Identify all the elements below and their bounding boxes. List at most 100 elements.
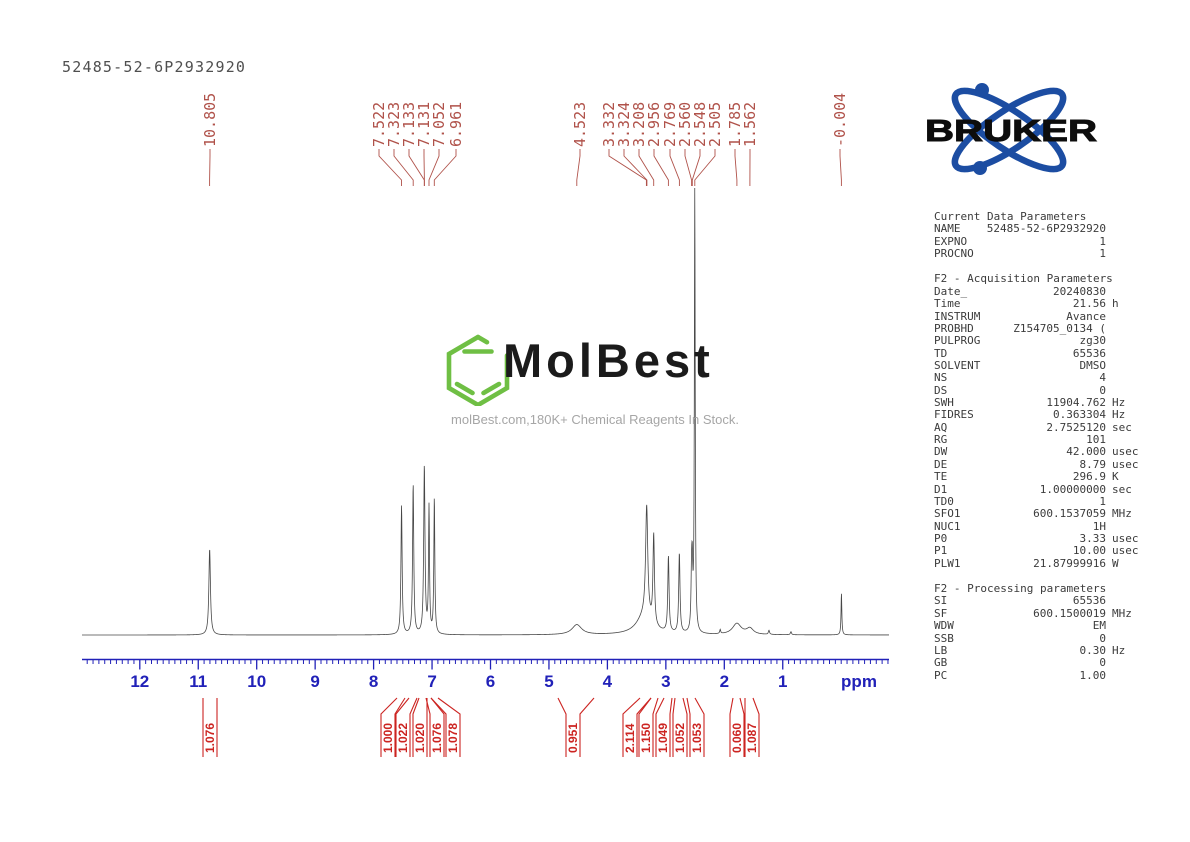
peak-label-connector — [408, 149, 425, 186]
parameter-value: 4 — [1099, 371, 1106, 385]
parameter-key: AQ — [934, 420, 948, 434]
parameter-row: DS 0 — [934, 383, 1152, 397]
parameter-key: DE — [934, 457, 948, 471]
integral-bracket — [686, 697, 691, 757]
parameter-unit — [1106, 223, 1152, 235]
parameter-row: NAME 52485-52-6P2932920 — [934, 222, 1152, 236]
parameter-key: SOLVENT — [934, 358, 981, 372]
watermark: MolBest molBest.com,180K+ Chemical Reage… — [420, 330, 770, 440]
parameter-row: EXPNO 1 — [934, 235, 1152, 248]
integral-bracket — [739, 697, 745, 757]
integral-bracket — [412, 697, 420, 757]
parameter-row: TD 65536 — [934, 346, 1152, 360]
parameter-section: Current Data Parameters NAME 52485-52-6P29… — [934, 210, 1152, 261]
parameter-row: NS 4 — [934, 371, 1152, 385]
bruker-wordmark: BRUKER — [925, 113, 1097, 148]
integral-bracket — [729, 697, 734, 757]
integral-bracket — [652, 697, 659, 757]
peak-label: 6.961 — [447, 102, 465, 147]
peak-label: 7.323 — [385, 102, 403, 147]
parameter-unit: Hz — [1112, 408, 1126, 422]
integral-bracket — [638, 697, 652, 757]
peak-label: 2.560 — [676, 102, 694, 147]
parameter-unit — [1106, 360, 1152, 372]
parameter-key: NAME — [934, 222, 961, 236]
parameter-value: DMSO — [1079, 358, 1107, 372]
parameter-value: 3.33 — [1079, 531, 1107, 545]
parameter-section-header: F2 - Processing parameters — [934, 582, 1107, 596]
parameter-unit — [1106, 372, 1152, 384]
peak-label: 4.523 — [571, 102, 589, 147]
parameter-key: Date_ — [934, 284, 968, 298]
parameters-panel: Current Data Parameters NAME 52485-52-6P29… — [934, 210, 1152, 695]
parameter-unit: usec — [1112, 445, 1139, 459]
parameter-key: Time — [934, 297, 961, 311]
peak-label-connector — [653, 149, 669, 186]
parameter-value: 65536 — [1072, 594, 1106, 608]
parameter-unit: usec — [1112, 457, 1139, 471]
parameter-unit: Hz — [1112, 643, 1126, 657]
parameter-value: EM — [1092, 619, 1106, 633]
parameter-section: F2 - Processing parameters SI 65536 SF 600.1… — [934, 582, 1152, 682]
parameter-key: PROCNO — [934, 247, 974, 261]
parameter-row: SWH 11904.762 Hz — [934, 396, 1152, 410]
parameter-key: P0 — [934, 531, 948, 545]
parameter-key: PC — [934, 668, 948, 682]
integral-value: 1.150 — [639, 723, 653, 753]
parameter-value: 65536 — [1072, 346, 1106, 360]
peak-label-connector — [669, 149, 680, 186]
parameter-unit: W — [1112, 556, 1119, 570]
parameter-row: WDW EM — [934, 619, 1152, 633]
parameter-value: Z154705_0134 ( — [1013, 321, 1106, 335]
parameter-unit: K — [1112, 470, 1119, 484]
integral-bracket — [669, 697, 673, 757]
peak-label-connector — [684, 149, 693, 186]
integral-value: 1.053 — [690, 723, 704, 753]
parameter-value: 52485-52-6P2932920 — [986, 222, 1106, 236]
peak-label: -0.004 — [831, 93, 849, 147]
parameter-unit: usec — [1112, 544, 1139, 558]
parameter-value: 20240830 — [1053, 284, 1106, 298]
parameter-key: LB — [934, 643, 948, 657]
parameter-key: P1 — [934, 544, 948, 558]
parameter-key: PROBHD — [934, 321, 974, 335]
parameter-row: LB 0.30 Hz — [934, 643, 1152, 657]
parameter-section: F2 - Acquisition Parameters Date_ 20240830… — [934, 273, 1152, 570]
watermark-tagline: molBest.com,180K+ Chemical Reagents In S… — [451, 412, 739, 427]
parameter-value: 0 — [1099, 656, 1106, 670]
parameter-row: TD0 1 — [934, 495, 1152, 508]
parameter-row: Time 21.56 h — [934, 297, 1152, 311]
parameter-key: TD — [934, 346, 948, 360]
parameter-value: 1.00000000 — [1039, 482, 1106, 496]
parameter-key: NS — [934, 371, 948, 385]
parameter-value: 600.1537059 — [1033, 507, 1106, 521]
integral-bracket — [394, 697, 406, 757]
peak-label: 7.131 — [415, 102, 433, 147]
parameter-row: SOLVENT DMSO — [934, 358, 1152, 372]
parameter-value: 42.000 — [1066, 445, 1106, 459]
parameter-row: PULPROG zg30 — [934, 334, 1152, 348]
parameter-row: SFO1 600.1537059 MHz — [934, 507, 1152, 521]
axis-tick-label: 3 — [661, 672, 670, 691]
parameter-key: WDW — [934, 619, 954, 633]
parameter-key: DS — [934, 383, 948, 397]
parameter-key: SWH — [934, 396, 954, 410]
parameter-unit: sec — [1112, 482, 1132, 496]
integral-value: 1.000 — [381, 723, 395, 753]
axis-tick-label: 2 — [720, 672, 729, 691]
peak-label-connector — [839, 149, 842, 186]
parameter-unit: usec — [1112, 531, 1139, 545]
parameter-row: SF 600.1500019 MHz — [934, 607, 1152, 620]
parameter-value: 0 — [1099, 383, 1106, 397]
parameter-unit — [1106, 236, 1152, 248]
integral-value: 1.087 — [745, 723, 759, 753]
parameter-row: FIDRES 0.363304 Hz — [934, 408, 1152, 422]
parameter-key: PULPROG — [934, 334, 981, 348]
peak-label-connector — [378, 149, 402, 186]
peak-label-connector — [691, 149, 701, 186]
peak-label-connector — [734, 149, 738, 186]
integral-bracket — [694, 697, 705, 757]
parameter-unit — [1106, 323, 1152, 335]
parameter-row: INSTRUM Avance — [934, 310, 1152, 323]
parameter-row: Date_ 20240830 — [934, 284, 1152, 298]
